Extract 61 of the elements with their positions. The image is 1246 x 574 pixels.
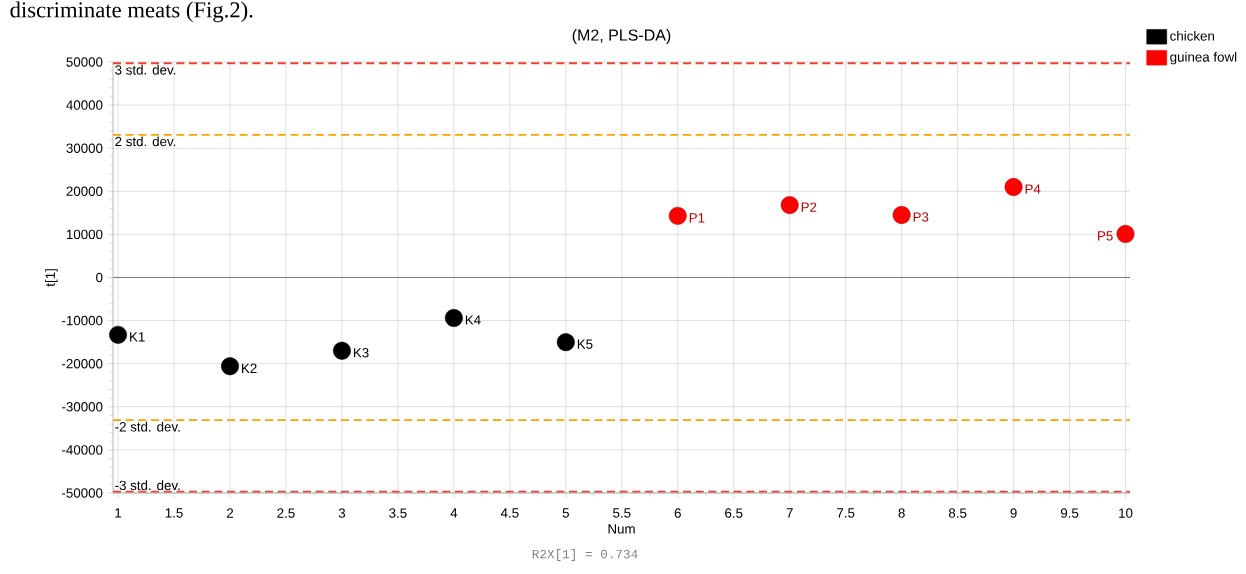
point xyxy=(892,206,911,224)
x-tick-label: 7.5 xyxy=(837,508,855,518)
point xyxy=(444,309,463,327)
x-tick-label: 5.5 xyxy=(613,508,631,518)
y-tick-label: -20000 xyxy=(62,358,103,369)
point xyxy=(780,196,799,215)
x-tick-label: 2 xyxy=(226,508,234,518)
x-tick-label: 7 xyxy=(786,508,793,518)
annotation: P4 xyxy=(1025,184,1041,194)
point xyxy=(221,357,239,376)
annotation: P5 xyxy=(1098,231,1113,241)
y-tick-label: -30000 xyxy=(62,402,103,412)
x-tick-label: 3.5 xyxy=(389,508,407,518)
x-tick-label: 4.5 xyxy=(500,508,519,518)
point xyxy=(333,341,351,360)
x-tick-label: 1.5 xyxy=(165,508,183,518)
legend-label: guinea fowl xyxy=(1170,51,1237,65)
y-tick-label: 50000 xyxy=(66,57,103,67)
x-tick-label: 8 xyxy=(898,508,905,518)
annotation: K5 xyxy=(577,339,593,349)
point xyxy=(109,325,127,344)
text: discriminate meats (Fig.2). xyxy=(10,1,253,23)
annotation: P1 xyxy=(689,213,705,223)
ref-line-label: 2 std. dev. xyxy=(115,136,176,147)
annotation: P2 xyxy=(801,202,817,212)
point xyxy=(668,206,687,225)
x-tick-label: 3 xyxy=(338,508,346,518)
ref-line-label: -3 std. dev. xyxy=(115,480,180,491)
annotation: K1 xyxy=(130,332,145,342)
ref-line-label: -2 std. dev. xyxy=(115,421,180,432)
x-tick-label: 9 xyxy=(1010,508,1017,518)
y-tick-label: -10000 xyxy=(62,315,103,326)
x-tick-label: 6.5 xyxy=(725,508,743,518)
x-tick-label: 9.5 xyxy=(1060,508,1079,518)
y-tick-label: 30000 xyxy=(66,143,103,153)
x-tick-label: 2.5 xyxy=(277,508,295,518)
y-tick-label: 20000 xyxy=(66,186,103,196)
point xyxy=(1116,225,1135,243)
y-tick-label: 40000 xyxy=(66,100,103,110)
y-tick-label: 10000 xyxy=(66,229,103,240)
chart-title: (M2, PLS-DA) xyxy=(572,29,671,44)
x-tick-label: 8.5 xyxy=(948,508,967,518)
point xyxy=(556,333,575,352)
x-axis-title: Num xyxy=(608,524,635,534)
annotation: P3 xyxy=(913,212,929,222)
x-tick-label: 5 xyxy=(562,508,569,518)
ref-line-label: 3 std. dev. xyxy=(115,64,176,75)
x-tick-label: 4 xyxy=(450,508,458,518)
annotation: K4 xyxy=(465,315,481,325)
x-tick-label: 10 xyxy=(1119,508,1133,518)
annotation: K3 xyxy=(353,348,369,358)
annotation: K2 xyxy=(242,363,257,373)
y-tick-label: 0 xyxy=(96,272,103,283)
point xyxy=(1004,178,1023,196)
text: R2X[1] = 0.734 xyxy=(532,549,638,561)
y-tick-label: -50000 xyxy=(62,488,103,498)
y-tick-label: -40000 xyxy=(62,445,103,455)
y-axis-title: t[1] xyxy=(45,269,58,287)
x-tick-label: 1 xyxy=(115,508,122,518)
x-tick-label: 6 xyxy=(674,508,681,518)
legend-label: chicken xyxy=(1170,30,1214,41)
